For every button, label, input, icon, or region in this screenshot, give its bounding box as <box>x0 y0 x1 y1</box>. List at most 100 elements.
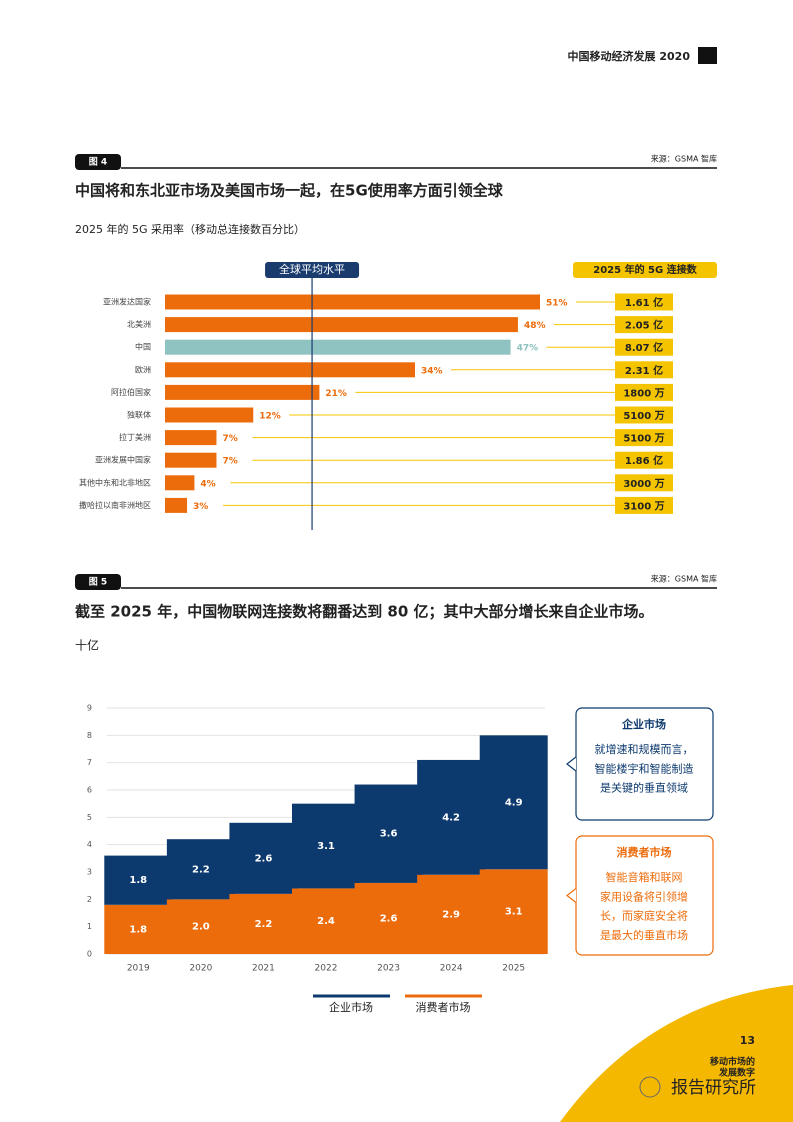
category-label: 亚洲发达国家 <box>103 297 151 307</box>
connections-label: 5100 万 <box>623 433 664 445</box>
value-label: 2.6 <box>255 853 273 864</box>
bar-segment <box>104 904 173 954</box>
connections-label: 1.86 亿 <box>625 454 663 467</box>
figure-tag <box>75 574 121 590</box>
value-label: 3.6 <box>380 829 398 840</box>
bar-segment <box>479 869 548 954</box>
y-tick-label: 9 <box>87 704 92 713</box>
category-label: 欧洲 <box>135 364 151 374</box>
connections-box <box>615 429 673 447</box>
source: 来源：GSMA 智库 <box>651 574 717 584</box>
y-tick-label: 0 <box>87 950 92 959</box>
bar <box>165 294 540 310</box>
bar <box>165 362 415 378</box>
figure-label: 图 4 <box>89 157 107 168</box>
connections-box <box>615 338 673 356</box>
watermark: 报告研究所 <box>671 1078 756 1098</box>
bar <box>165 452 217 468</box>
bar-segment <box>479 735 548 870</box>
bar <box>165 384 320 400</box>
callout-title: 消费者市场 <box>617 845 672 859</box>
value-label: 4.9 <box>505 797 523 808</box>
header-logo <box>698 47 717 64</box>
value-label: 3.1 <box>317 841 335 852</box>
x-tick-label: 2023 <box>377 964 400 974</box>
y-tick-label: 6 <box>87 786 92 795</box>
bar <box>165 317 518 333</box>
callout-text: 是关键的垂直领域 <box>600 781 688 795</box>
connections-label: 3000 万 <box>623 478 664 490</box>
chart-subtitle: 2025 年的 5G 采用率（移动总连接数百分比） <box>75 222 305 236</box>
y-tick-label: 4 <box>87 840 92 849</box>
callout-text: 智能楼宇和智能制造 <box>595 761 694 775</box>
bar-segment <box>292 888 360 954</box>
callout-text: 就增速和规模而言， <box>595 742 694 756</box>
connections-label: 1800 万 <box>623 387 664 399</box>
y-tick-label: 7 <box>87 758 92 767</box>
value-label: 2.6 <box>380 913 398 924</box>
value-label: 1.8 <box>129 875 147 886</box>
connections-label: 1.61 亿 <box>625 296 663 309</box>
chart-title: 中国将和东北亚市场及美国市场一起，在5G使用率方面引领全球 <box>75 182 504 200</box>
callout-pointer <box>566 888 577 903</box>
value-label: 34% <box>421 366 443 376</box>
figure-label: 图 5 <box>89 577 107 588</box>
callout-text: 是最大的垂直市场 <box>600 928 688 942</box>
bar <box>165 475 195 491</box>
callout-pointer <box>566 756 577 772</box>
bar-segment <box>229 893 298 954</box>
bar-segment <box>417 874 486 954</box>
value-label: 12% <box>259 412 281 422</box>
bar-segment <box>417 759 486 875</box>
y-tick-label: 3 <box>87 868 92 877</box>
header-title: 中国移动经济发展 2020 <box>568 49 691 63</box>
column-header-text: 2025 年的 5G 连接数 <box>593 263 697 276</box>
value-label: 3.1 <box>505 907 523 918</box>
connections-label: 8.07 亿 <box>625 341 663 354</box>
source: 来源：GSMA 智库 <box>651 154 717 164</box>
y-tick-label: 8 <box>87 731 92 740</box>
bar <box>165 407 254 423</box>
value-label: 7% <box>222 434 237 444</box>
value-label: 51% <box>546 299 568 309</box>
category-label: 北美洲 <box>127 319 151 329</box>
value-label: 4% <box>200 479 215 489</box>
section-name: 发展数字 <box>718 1067 755 1079</box>
x-tick-label: 2022 <box>315 964 338 974</box>
callout-title: 企业市场 <box>621 717 666 731</box>
y-axis-label: 十亿 <box>75 638 99 653</box>
bar-segment <box>166 839 235 900</box>
category-label: 其他中东和北非地区 <box>79 477 151 487</box>
bar-segment <box>166 899 235 954</box>
x-tick-label: 2025 <box>502 964 525 974</box>
reference-label: 全球平均水平 <box>279 262 345 276</box>
value-label: 48% <box>524 321 546 331</box>
connections-box <box>615 316 673 334</box>
category-label: 拉丁美洲 <box>119 432 151 442</box>
connections-label: 5100 万 <box>623 410 664 422</box>
connections-box <box>615 474 673 492</box>
category-label: 撒哈拉以南非洲地区 <box>79 500 151 510</box>
category-label: 阿拉伯国家 <box>111 387 151 397</box>
connections-box <box>615 383 673 401</box>
value-label: 3% <box>193 502 208 512</box>
value-label: 4.2 <box>442 812 460 823</box>
x-tick-label: 2019 <box>127 964 150 974</box>
figure-tag <box>75 154 121 170</box>
connections-box <box>615 293 673 311</box>
y-tick-label: 2 <box>87 895 92 904</box>
value-label: 2.2 <box>255 919 273 930</box>
value-label: 2.4 <box>317 916 335 927</box>
corner-decoration <box>560 985 793 1122</box>
bar-segment <box>354 882 423 954</box>
legend-label: 消费者市场 <box>416 1000 471 1014</box>
value-label: 2.0 <box>192 922 210 933</box>
bar-segment <box>292 803 360 889</box>
category-label: 独联体 <box>127 410 151 420</box>
x-tick-label: 2021 <box>252 964 275 974</box>
value-label: 2.9 <box>442 909 460 920</box>
callout-text: 长，而家庭安全将 <box>600 909 688 923</box>
connections-box <box>615 496 673 514</box>
bar-segment <box>229 822 298 894</box>
